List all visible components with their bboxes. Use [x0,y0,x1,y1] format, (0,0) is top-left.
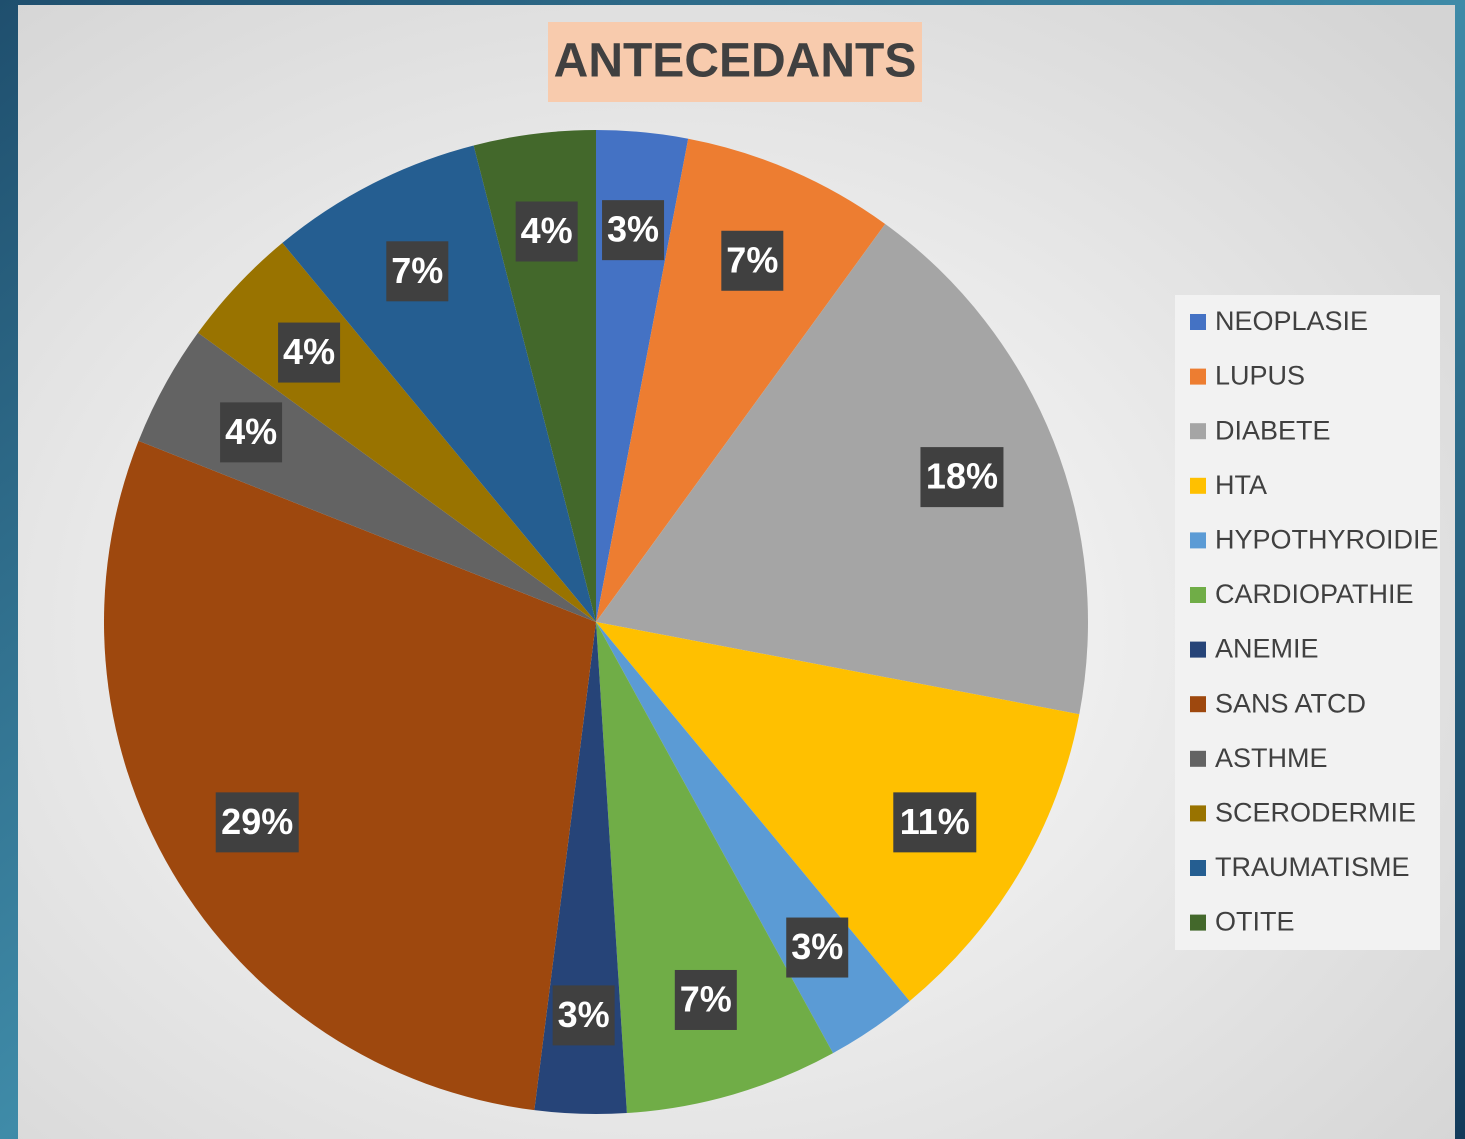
pie-slice [596,622,834,1114]
data-label-box [920,447,1004,508]
data-label-box [552,985,615,1046]
data-label: 7% [680,978,732,1019]
data-label-box [220,402,283,463]
data-label-box [602,200,665,261]
pie-slice [282,145,596,622]
legend-swatch [1190,368,1206,385]
legend-swatch [1190,532,1206,549]
legend-swatch [1190,641,1206,658]
data-label: 7% [391,250,443,291]
data-label: 18% [926,456,998,497]
data-label-box [721,230,784,291]
data-label: 29% [221,801,293,842]
title-box [548,22,922,102]
data-label-box [893,792,977,853]
data-label: 3% [791,926,843,967]
data-label-box [674,969,737,1030]
data-label-box [786,917,849,978]
pie-slice [103,440,597,1111]
legend-swatch [1190,587,1206,603]
legend-swatch [1190,805,1206,822]
pie-slice [596,622,1080,1002]
legend-box [1175,295,1440,950]
legend-swatch [1190,423,1206,440]
legend-label: HTA [1215,470,1267,500]
data-label-box [515,201,578,262]
data-label: 4% [283,331,335,372]
data-label-box [215,792,299,853]
data-label: 3% [558,994,610,1035]
legend-swatch [1190,860,1206,876]
legend-label: ASTHME [1215,743,1328,773]
data-label: 4% [521,210,573,251]
data-label: 7% [726,239,778,280]
legend-swatch [1190,314,1206,330]
legend-swatch [1190,750,1206,767]
data-label: 3% [607,209,659,250]
legend-label: SANS ATCD [1215,688,1366,718]
data-label: 4% [225,411,277,452]
legend-label: SCERODERMIE [1215,798,1416,828]
legend-swatch [1190,696,1206,713]
data-label-box [278,322,341,383]
legend-swatch [1190,477,1206,494]
data-label-box [386,241,449,302]
legend-label: ANEMIE [1215,634,1319,664]
pie-slice [596,223,1088,715]
legend-swatch [1190,914,1206,931]
legend-label: TRAUMATISME [1215,852,1410,882]
legend-label: HYPOTHYROIDIE [1215,525,1439,555]
pie-slice [596,138,886,623]
data-label: 11% [900,801,970,842]
legend-label: OTITE [1215,907,1295,937]
legend-label: DIABETE [1215,415,1331,445]
chart-title: ANTECEDANTS [554,35,917,88]
legend-label: LUPUS [1215,361,1305,391]
legend-label: CARDIOPATHIE [1215,579,1414,609]
legend-label: NEOPLASIE [1215,306,1368,336]
